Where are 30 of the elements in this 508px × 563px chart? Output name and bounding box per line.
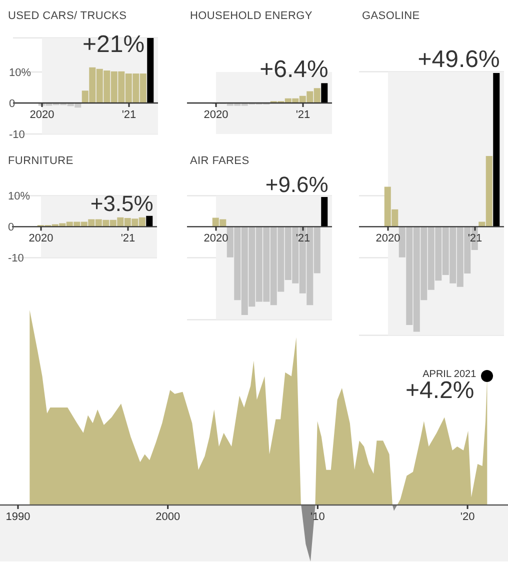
x-tick-label: 2000 bbox=[156, 511, 180, 523]
chart-title: FURNITURE bbox=[8, 155, 74, 167]
chart-title: USED CARS/ TRUCKS bbox=[8, 10, 127, 22]
chart-title: AIR FARES bbox=[190, 155, 250, 167]
y-tick-label: -10 bbox=[8, 129, 24, 141]
y-tick-label: 0 bbox=[8, 222, 14, 234]
x-tick-label: '21 bbox=[121, 109, 136, 121]
chart-title: HOUSEHOLD ENERGY bbox=[190, 10, 312, 22]
x-tick-label: 2020 bbox=[375, 232, 400, 245]
x-tick-label: '21 bbox=[467, 232, 482, 245]
x-tick-label: '21 bbox=[296, 109, 310, 121]
x-tick-label: '20 bbox=[460, 511, 475, 523]
x-tick-label: '10 bbox=[310, 511, 325, 523]
x-tick-label: 2020 bbox=[29, 109, 54, 121]
x-tick-label: '21 bbox=[120, 232, 136, 245]
x-tick-label: '21 bbox=[296, 232, 310, 245]
x-tick-label: 2020 bbox=[204, 109, 228, 121]
x-tick-label: 2020 bbox=[28, 232, 54, 245]
annotation: +3.5% bbox=[90, 190, 154, 216]
annotation: +21% bbox=[82, 31, 145, 58]
y-tick-label: 10% bbox=[8, 190, 30, 203]
annotation: +49.6% bbox=[418, 46, 500, 73]
y-tick-label: 10% bbox=[8, 67, 31, 79]
annotation: +6.4% bbox=[260, 56, 328, 84]
y-tick-label: 0 bbox=[8, 98, 15, 110]
annotation: +9.6% bbox=[265, 172, 328, 197]
chart-title: GASOLINE bbox=[362, 10, 420, 22]
y-tick-label: -10 bbox=[8, 252, 24, 265]
x-tick-label: 1990 bbox=[6, 511, 30, 523]
x-tick-label: 2020 bbox=[204, 232, 228, 245]
